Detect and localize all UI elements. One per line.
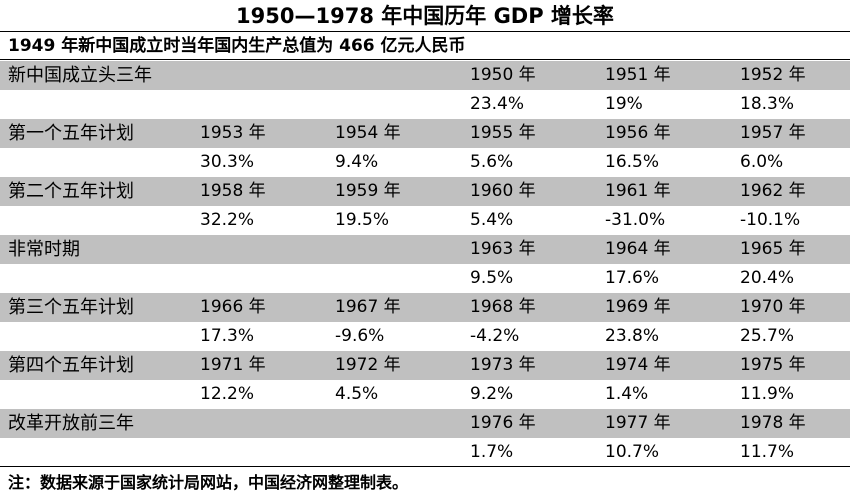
period-label: 第三个五年计划	[8, 297, 134, 318]
year-cell: 1974 年	[605, 355, 671, 375]
table-title: 1950—1978 年中国历年 GDP 增长率	[0, 0, 850, 32]
rate-cell: 6.0%	[740, 152, 784, 172]
rate-cell: 17.3%	[200, 326, 255, 346]
year-cell: 1956 年	[605, 123, 671, 143]
rate-cell: 9.5%	[470, 268, 514, 288]
year-row-shade	[0, 177, 850, 206]
period-label: 第四个五年计划	[8, 355, 134, 376]
rate-cell: 19%	[605, 94, 643, 114]
year-cell: 1966 年	[200, 297, 266, 317]
period-label: 改革开放前三年	[8, 413, 134, 434]
year-cell: 1964 年	[605, 239, 671, 259]
rate-cell: 18.3%	[740, 94, 795, 114]
rate-cell: 16.5%	[605, 152, 660, 172]
year-cell: 1959 年	[335, 181, 401, 201]
rate-cell: 23.8%	[605, 326, 660, 346]
rate-cell: 9.2%	[470, 384, 514, 404]
rate-cell: 9.4%	[335, 152, 379, 172]
year-cell: 1967 年	[335, 297, 401, 317]
period-label: 第一个五年计划	[8, 123, 134, 144]
year-cell: 1976 年	[470, 413, 536, 433]
period-label: 新中国成立头三年	[8, 65, 152, 86]
year-row-shade	[0, 409, 850, 438]
source-note: 注：数据来源于国家统计局网站，中国经济网整理制表。	[0, 466, 850, 500]
period-label: 非常时期	[8, 239, 80, 260]
rate-cell: 1.4%	[605, 384, 649, 404]
year-cell: 1971 年	[200, 355, 266, 375]
rate-cell: 23.4%	[470, 94, 525, 114]
rate-cell: 19.5%	[335, 210, 390, 230]
rate-cell: -4.2%	[470, 326, 520, 346]
rate-cell: 12.2%	[200, 384, 255, 404]
table-subtitle: 1949 年新中国成立时当年国内生产总值为 466 亿元人民币	[0, 32, 850, 60]
year-cell: 1970 年	[740, 297, 806, 317]
year-cell: 1960 年	[470, 181, 536, 201]
year-cell: 1950 年	[470, 65, 536, 85]
rate-cell: 4.5%	[335, 384, 379, 404]
year-cell: 1954 年	[335, 123, 401, 143]
year-row-shade	[0, 235, 850, 264]
rate-cell: 5.4%	[470, 210, 514, 230]
year-cell: 1961 年	[605, 181, 671, 201]
rate-cell: -10.1%	[740, 210, 801, 230]
year-cell: 1968 年	[470, 297, 536, 317]
year-cell: 1957 年	[740, 123, 806, 143]
rate-cell: -9.6%	[335, 326, 385, 346]
rate-cell: -31.0%	[605, 210, 666, 230]
rate-cell: 32.2%	[200, 210, 255, 230]
year-cell: 1969 年	[605, 297, 671, 317]
year-row-shade	[0, 61, 850, 90]
rate-cell: 30.3%	[200, 152, 255, 172]
year-cell: 1965 年	[740, 239, 806, 259]
year-cell: 1977 年	[605, 413, 671, 433]
rate-cell: 10.7%	[605, 442, 660, 462]
year-cell: 1975 年	[740, 355, 806, 375]
year-cell: 1951 年	[605, 65, 671, 85]
year-cell: 1958 年	[200, 181, 266, 201]
year-cell: 1973 年	[470, 355, 536, 375]
rate-cell: 11.7%	[740, 442, 795, 462]
year-cell: 1962 年	[740, 181, 806, 201]
year-row-shade	[0, 293, 850, 322]
period-label: 第二个五年计划	[8, 181, 134, 202]
year-row-shade	[0, 119, 850, 148]
year-cell: 1972 年	[335, 355, 401, 375]
rate-cell: 5.6%	[470, 152, 514, 172]
rate-cell: 20.4%	[740, 268, 795, 288]
year-cell: 1953 年	[200, 123, 266, 143]
rate-cell: 11.9%	[740, 384, 795, 404]
year-row-shade	[0, 351, 850, 380]
year-cell: 1963 年	[470, 239, 536, 259]
rate-cell: 17.6%	[605, 268, 660, 288]
year-cell: 1978 年	[740, 413, 806, 433]
rate-cell: 25.7%	[740, 326, 795, 346]
year-cell: 1955 年	[470, 123, 536, 143]
rate-cell: 1.7%	[470, 442, 514, 462]
year-cell: 1952 年	[740, 65, 806, 85]
